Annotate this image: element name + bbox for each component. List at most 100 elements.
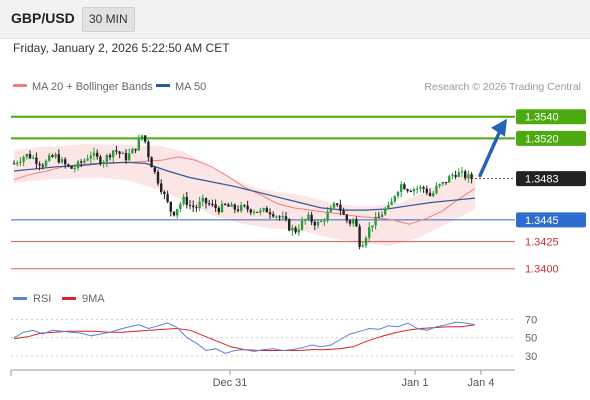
candle-body (54, 154, 57, 157)
candle-body (435, 185, 438, 194)
timeframe-button[interactable]: 30 MIN (82, 7, 135, 32)
candle-body (294, 227, 297, 233)
candle-body (249, 209, 252, 213)
candle-body (112, 150, 115, 158)
candle-body (60, 159, 64, 163)
candle-body (182, 196, 185, 204)
candle-body (211, 203, 214, 205)
candle-body (403, 184, 406, 190)
candle-body (345, 214, 348, 221)
candle-body (220, 203, 224, 213)
candle-body (179, 203, 182, 210)
rsi-legend-label: RSI (33, 293, 51, 305)
candle-body (374, 216, 377, 226)
candle-body (409, 191, 412, 193)
candle-body (176, 209, 179, 216)
candle-body (137, 139, 140, 151)
level-label-box-1.3445 (516, 212, 586, 228)
candle-body (12, 163, 16, 165)
rsi-tick-50: 50 (525, 333, 537, 345)
candles (12, 134, 473, 250)
rsi-legend-swatch (13, 297, 27, 300)
candle-body (464, 171, 467, 179)
candle-body (284, 216, 288, 220)
candle-body (102, 161, 105, 164)
candle-body (256, 211, 259, 213)
candle-body (134, 148, 137, 151)
candle-body (80, 161, 83, 163)
candle-body (67, 164, 70, 167)
level-label-1.3520: 1.3520 (525, 133, 559, 145)
candle-body (70, 166, 73, 169)
rsi-ma-legend-label: 9MA (82, 293, 105, 305)
candle-body (448, 176, 451, 183)
candle-body (352, 219, 355, 224)
rsi-line (13, 321, 476, 354)
candle-body (38, 163, 41, 166)
candle-body (400, 184, 403, 192)
level-label-1.3445: 1.3445 (525, 215, 559, 227)
candle-body (147, 141, 150, 158)
rsi-panel: 30 50 70 (11, 314, 537, 363)
candle-body (195, 207, 198, 209)
candle-body (48, 155, 51, 161)
rsi-tick-70: 70 (525, 314, 537, 326)
candle-body (131, 148, 134, 154)
candle-body (108, 155, 112, 158)
candle-body (281, 216, 284, 218)
candle-body (230, 204, 233, 207)
candle-body (326, 212, 329, 221)
candle-body (227, 204, 230, 207)
candle-body (313, 221, 316, 226)
candle-body (35, 157, 38, 164)
candle-body (128, 153, 131, 161)
candle-body (320, 220, 323, 222)
forecast-arrow-head (491, 118, 507, 137)
level-label-1.3425: 1.3425 (525, 237, 559, 249)
candle-body (323, 220, 326, 222)
candle-body (192, 205, 195, 208)
level-label-1.3400: 1.3400 (525, 264, 559, 276)
candle-body (275, 216, 278, 218)
candle-body (329, 207, 332, 213)
candle-body (198, 201, 201, 209)
candle-body (99, 156, 102, 164)
candle-body (252, 211, 256, 213)
candle-body (390, 201, 393, 206)
chart-timestamp: Friday, January 2, 2026 5:22:50 AM CET (13, 41, 230, 55)
candle-body (425, 188, 428, 193)
candle-body (214, 204, 217, 208)
candle-body (22, 156, 25, 162)
level-label-box-1.3520 (516, 130, 586, 146)
candle-body (25, 153, 28, 157)
candle-body (358, 226, 361, 247)
level-labels: 1.3540 1.3520 1.3445 1.3425 1.3400 1.3483 (516, 109, 586, 276)
candle-body (438, 183, 441, 186)
time-tick-label: Jan 4 (468, 377, 495, 389)
rsi-legend: RSI 9MA (13, 293, 105, 305)
candle-body (41, 165, 44, 167)
candle-body (310, 214, 313, 222)
candle-body (83, 160, 86, 163)
level-label-1.3483: 1.3483 (525, 174, 559, 186)
candle-body (304, 219, 307, 221)
price-levels (11, 115, 515, 270)
candle-body (73, 167, 76, 169)
candle-body (217, 207, 220, 213)
ma50-line (13, 161, 476, 211)
ma50-legend-swatch (156, 84, 170, 87)
level-label-box-1.3540 (516, 109, 586, 125)
copyright-text: Research © 2026 Trading Central (424, 81, 581, 93)
candle-body (243, 205, 246, 207)
candle-body (387, 205, 390, 209)
candle-body (377, 216, 380, 218)
ma20-legend-swatch (13, 84, 27, 87)
candle-body (156, 171, 160, 184)
candle-body (268, 212, 272, 215)
chart-header: GBP/USD 30 MIN (0, 0, 590, 39)
candle-body (172, 211, 176, 216)
candle-body (288, 219, 291, 231)
candle-body (336, 203, 339, 205)
candle-body (451, 175, 454, 177)
candle-body (371, 225, 374, 228)
